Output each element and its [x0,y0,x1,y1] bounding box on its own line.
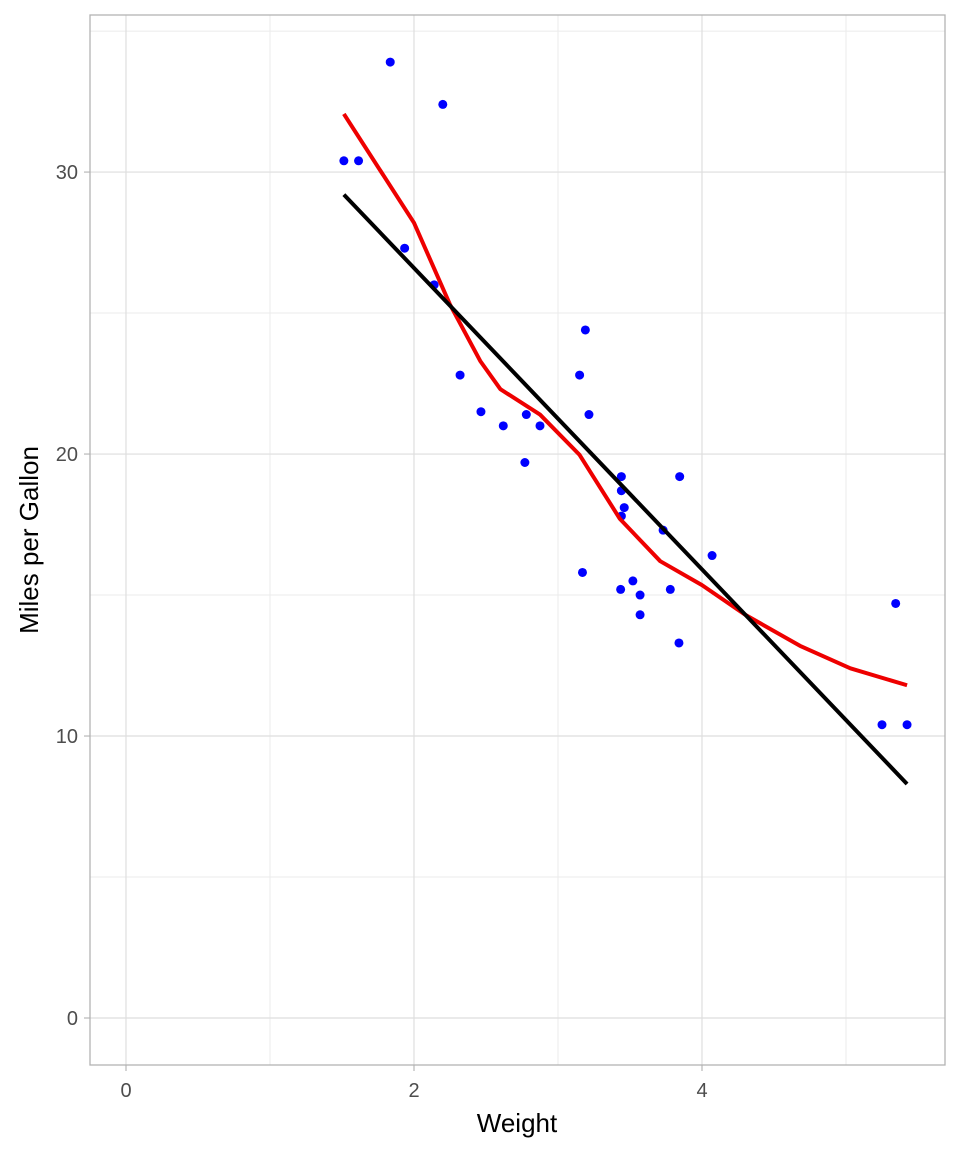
point [635,610,645,620]
y-axis-label: Miles per Gallon [14,446,44,634]
point [674,638,684,648]
x-tick-label: 4 [696,1080,707,1102]
point [891,598,901,608]
point [707,551,717,561]
point [580,325,590,335]
point [675,472,685,482]
point [616,584,626,594]
x-axis-label: Weight [477,1108,558,1138]
line [342,112,908,688]
point [877,720,887,730]
y-tick-label: 0 [67,1008,78,1030]
point [438,99,448,109]
point [584,410,594,420]
point [498,421,508,431]
point [455,370,465,380]
point [635,590,645,600]
point [476,407,486,417]
point [575,370,585,380]
point [619,503,629,513]
point [354,156,364,166]
y-tick-label: 30 [56,162,78,184]
line [342,193,909,786]
point [521,410,531,420]
point [385,57,395,67]
y-tick-label: 20 [56,444,78,466]
x-tick-label: 2 [408,1080,419,1102]
point [535,421,545,431]
y-tick-label: 10 [56,726,78,748]
point [665,584,675,594]
x-tick-label: 0 [120,1080,131,1102]
point [400,243,410,253]
panel-border [89,14,946,1066]
point [339,156,349,166]
point [520,457,530,467]
point [616,472,626,482]
point [628,576,638,586]
point [902,720,912,730]
point [577,567,587,577]
